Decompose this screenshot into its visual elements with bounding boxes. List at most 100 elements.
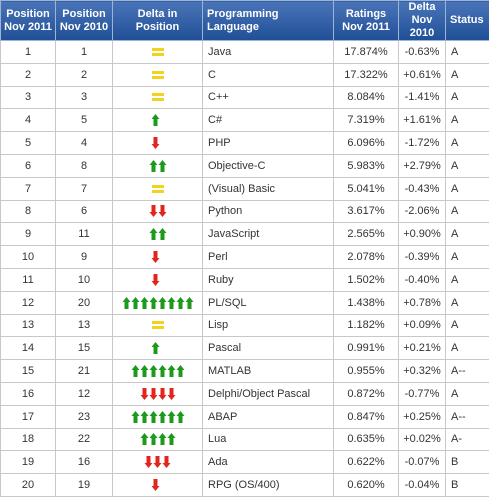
status: A (445, 267, 489, 292)
delta-icon-cell (112, 381, 203, 406)
status: A (445, 336, 489, 361)
language: Pascal (202, 336, 334, 361)
arrow (167, 365, 175, 378)
table-header: Position Nov 2011 Position Nov 2010 Delta … (0, 0, 489, 41)
language: Lua (202, 427, 334, 452)
delta-icon-cell (112, 267, 203, 292)
arrow (151, 273, 159, 286)
status: A (445, 40, 489, 64)
status: A (445, 62, 489, 87)
delta-icon-cell (112, 450, 203, 475)
language: Delphi/Object Pascal (202, 381, 334, 406)
rating-delta: -2.06% (398, 199, 446, 224)
language: C++ (202, 85, 334, 110)
position-2011: 4 (0, 108, 56, 133)
arrow (144, 456, 153, 469)
table-row: 8 6 Python 3.617% -2.06% A (0, 199, 489, 224)
rating: 17.322% (333, 62, 399, 87)
delta-icon (151, 114, 159, 127)
arrow (149, 365, 157, 378)
delta-icon-cell (112, 62, 203, 87)
arrow (140, 365, 148, 378)
equal-bar (151, 184, 164, 188)
rating-delta: -0.63% (398, 40, 446, 64)
arrow (149, 205, 157, 218)
delta-icon (151, 251, 159, 264)
rating-delta: -0.77% (398, 381, 446, 406)
position-2011: 13 (0, 313, 56, 338)
position-2010: 15 (55, 336, 113, 361)
rating: 0.622% (333, 450, 399, 475)
rating: 0.635% (333, 427, 399, 452)
table-row: 1 1 Java 17.874% -0.63% A (0, 40, 489, 64)
position-2010: 20 (55, 290, 113, 315)
arrow (151, 251, 159, 264)
position-2011: 1 (0, 40, 56, 64)
position-2011: 3 (0, 85, 56, 110)
language: (Visual) Basic (202, 176, 334, 201)
language: RPG (OS/400) (202, 473, 334, 497)
rating-delta: -0.07% (398, 450, 446, 475)
arrow (158, 365, 166, 378)
rating-delta: -0.04% (398, 473, 446, 497)
table-row: 10 9 Perl 2.078% -0.39% A (0, 245, 489, 269)
column-header: Programming Language (202, 0, 334, 41)
arrow (149, 159, 157, 172)
table-row: 20 19 RPG (OS/400) 0.620% -0.04% B (0, 473, 489, 497)
position-2011: 5 (0, 131, 56, 155)
arrow (140, 433, 148, 446)
language: Perl (202, 245, 334, 269)
rating-delta: -1.41% (398, 85, 446, 110)
arrow (140, 387, 148, 400)
language: PL/SQL (202, 290, 334, 315)
column-header: Status (445, 0, 489, 41)
rating-delta: +0.21% (398, 336, 446, 361)
delta-icon-cell (112, 199, 203, 224)
table-row: 16 12 Delphi/Object Pascal 0.872% -0.77% A (0, 381, 489, 406)
position-2010: 6 (55, 199, 113, 224)
rating-delta: +0.02% (398, 427, 446, 452)
delta-icon (151, 93, 164, 102)
position-2010: 21 (55, 359, 113, 383)
column-header: Ratings Nov 2011 (333, 0, 399, 41)
arrow (122, 296, 130, 309)
arrow (167, 296, 175, 309)
arrow (151, 342, 159, 355)
rating-delta: -1.72% (398, 131, 446, 155)
delta-icon (131, 365, 184, 378)
rating: 7.319% (333, 108, 399, 133)
position-2011: 2 (0, 62, 56, 87)
rating-delta: -0.43% (398, 176, 446, 201)
arrow (158, 387, 166, 400)
rating: 1.502% (333, 267, 399, 292)
status: B (445, 450, 489, 475)
arrow (149, 433, 157, 446)
arrow (167, 410, 175, 423)
table-row: 7 7 (Visual) Basic 5.041% -0.43% A (0, 176, 489, 201)
position-2010: 4 (55, 131, 113, 155)
position-2010: 13 (55, 313, 113, 338)
arrow (176, 410, 184, 423)
delta-icon (149, 228, 166, 241)
column-header: Delta in Position (112, 0, 203, 41)
rating: 1.438% (333, 290, 399, 315)
status: B (445, 473, 489, 497)
position-2011: 7 (0, 176, 56, 201)
delta-icon (151, 70, 164, 79)
table-row: 2 2 C 17.322% +0.61% A (0, 62, 489, 87)
position-2010: 9 (55, 245, 113, 269)
status: A (445, 245, 489, 269)
position-2010: 16 (55, 450, 113, 475)
header-row: Position Nov 2011 Position Nov 2010 Delta … (0, 0, 489, 41)
position-2011: 15 (0, 359, 56, 383)
arrow (149, 296, 157, 309)
delta-icon-cell (112, 222, 203, 247)
delta-icon (151, 47, 164, 56)
table-row: 13 13 Lisp 1.182% +0.09% A (0, 313, 489, 338)
arrow (149, 410, 157, 423)
delta-icon-cell (112, 359, 203, 383)
position-2010: 8 (55, 153, 113, 178)
status: A (445, 290, 489, 315)
